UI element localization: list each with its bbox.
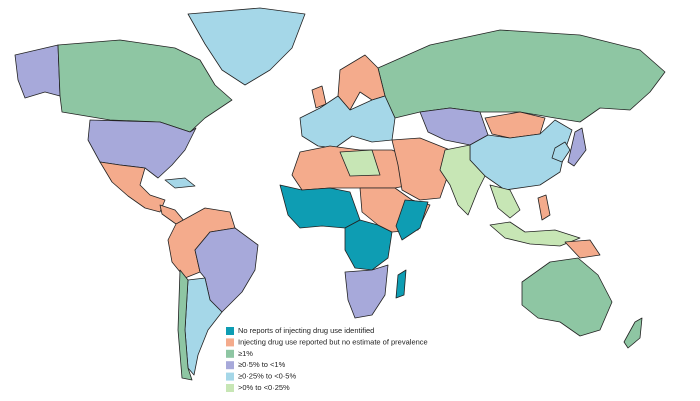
brazil [194, 227, 259, 313]
mexico [99, 161, 166, 213]
legend-label: >0% to <0·25% [238, 383, 290, 392]
legend-label: ≥1% [238, 349, 253, 358]
legend-swatch [226, 372, 234, 381]
horn-of-africa [395, 199, 429, 241]
papua [564, 239, 601, 259]
caribbean [164, 177, 196, 189]
chile [177, 269, 193, 381]
libya-egypt [339, 149, 381, 177]
legend: No reports of injecting drug use identif… [226, 326, 428, 392]
greenland [187, 7, 306, 86]
indonesia [489, 221, 581, 247]
legend-swatch [226, 384, 234, 392]
canada [57, 39, 233, 133]
usa [87, 119, 197, 179]
legend-label: ≥0·5% to <1% [238, 360, 286, 369]
southeast-asia [489, 184, 521, 219]
india [439, 144, 486, 216]
legend-label: Injecting drug use reported but no estim… [238, 337, 428, 346]
new-zealand [623, 317, 643, 349]
legend-swatch [226, 338, 234, 347]
philippines [537, 194, 551, 221]
legend-swatch [226, 349, 234, 358]
legend-label: No reports of injecting drug use identif… [238, 326, 374, 335]
legend-swatch [226, 327, 234, 335]
western-europe [299, 95, 396, 149]
korea-japan [551, 141, 571, 163]
middle-east [391, 137, 451, 201]
russia [377, 29, 666, 123]
legend-label: ≥0·25% to <0·5% [238, 372, 296, 381]
central-africa [344, 219, 393, 271]
uk [311, 85, 327, 109]
southern-africa [344, 264, 389, 319]
madagascar [395, 269, 407, 299]
australia [521, 257, 613, 337]
legend-swatch [226, 361, 234, 370]
japan [567, 127, 587, 167]
